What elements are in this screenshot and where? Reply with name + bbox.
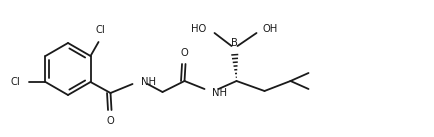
Text: Cl: Cl: [95, 25, 105, 35]
Text: NH: NH: [211, 88, 227, 98]
Text: NH: NH: [141, 77, 155, 87]
Text: B: B: [231, 38, 238, 48]
Text: OH: OH: [263, 24, 278, 34]
Text: HO: HO: [191, 24, 207, 34]
Text: Cl: Cl: [11, 77, 20, 87]
Text: O: O: [181, 48, 188, 58]
Text: O: O: [107, 116, 115, 126]
